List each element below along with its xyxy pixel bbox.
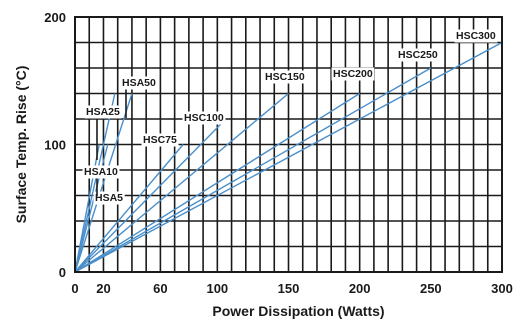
series-label-hsa10: HSA10 [84,166,118,178]
series-label-bg [182,111,226,125]
x-tick-label: 150 [278,281,300,296]
series-label-bg [141,133,179,147]
series-label-hsc150: HSC150 [265,71,305,83]
y-axis-title: Surface Temp. Rise (°C) [13,66,29,224]
plot-frame [74,16,503,273]
series-label-bg [454,29,498,43]
series-labels: HSA5 HSA10 HSA25 HSA50 HSC75 HSC100 HSC150 HSC2… [82,29,498,205]
x-tick-label: 100 [206,281,228,296]
x-tick-label: 20 [96,281,110,296]
series-label-bg [263,70,307,84]
series-label-bg [396,48,440,62]
series-label-hsc200: HSC200 [333,68,373,80]
tick-labels: 0 20 60 100 150 200 250 300 0 100 200 [44,10,513,296]
grid [75,17,502,272]
y-tick-label: 0 [59,265,66,280]
x-axis-title: Power Dissipation (Watts) [212,303,384,319]
series-line-hsc300 [74,41,503,273]
series-line-hsc200 [74,92,361,273]
series-line-hsc150 [74,92,289,273]
series-label-bg [93,191,125,205]
series-label-hsa25: HSA25 [86,106,120,118]
series-label-bg [120,76,158,90]
series-label-bg [84,105,122,119]
x-tick-label: 300 [491,281,513,296]
x-tick-label: 0 [71,281,78,296]
x-tick-label: 250 [420,281,442,296]
series-line-hsa25 [74,93,116,273]
y-tick-label: 200 [44,10,66,25]
series-label-hsc100: HSC100 [184,112,224,124]
series-line-hsc75 [74,144,184,273]
series-label-hsa5: HSA5 [95,192,123,204]
series-line-hsc100 [74,118,227,273]
x-tick-label: 200 [349,281,371,296]
y-tick-label: 100 [44,138,66,153]
series-label-hsc300: HSC300 [456,30,496,42]
series-label-bg [82,165,120,179]
series-label-hsc250: HSC250 [398,49,438,61]
series-line-hsa50 [74,93,133,273]
series-line-hsc250 [74,67,432,273]
series-label-bg [331,67,375,81]
series-label-hsc75: HSC75 [143,134,177,146]
series-label-hsa50: HSA50 [122,77,156,89]
x-tick-label: 60 [153,281,167,296]
